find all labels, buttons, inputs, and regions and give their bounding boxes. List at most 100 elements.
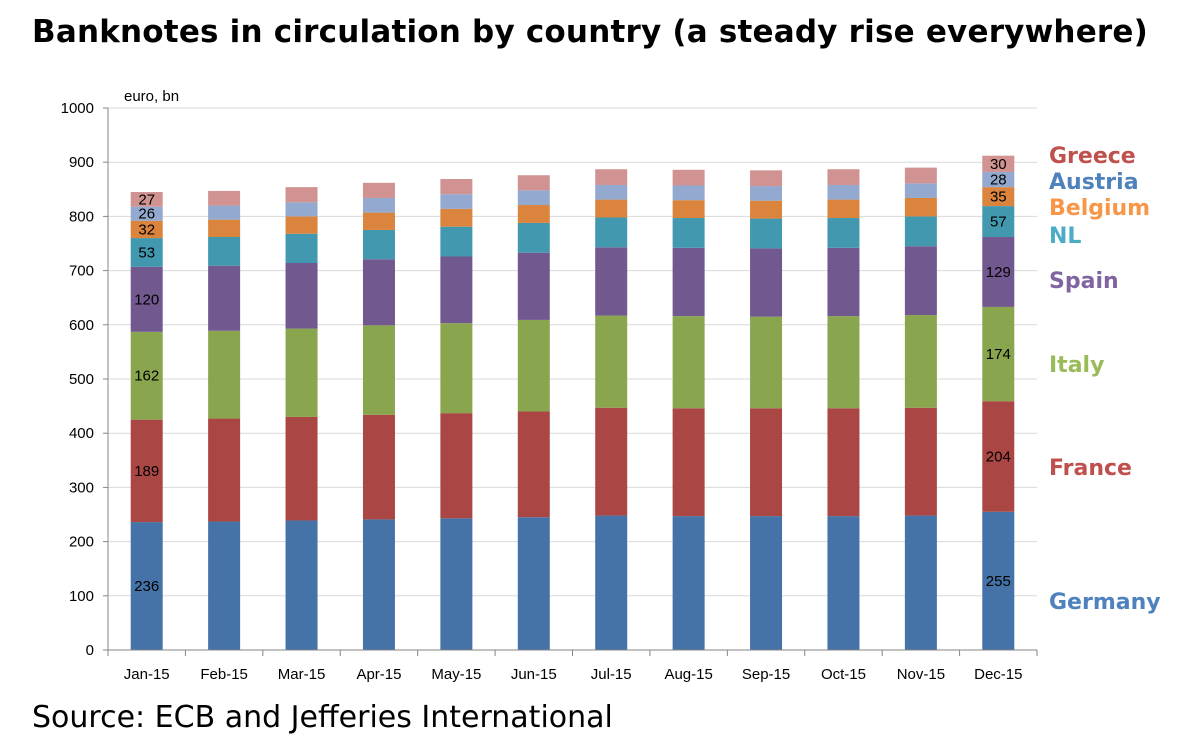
x-tick-label: Oct-15 — [821, 666, 866, 683]
data-label-italy: 162 — [134, 368, 159, 385]
x-tick-label: May-15 — [431, 666, 481, 683]
x-tick-label: Nov-15 — [897, 666, 945, 683]
bar-segment-greece — [208, 190, 241, 206]
bar-segment-greece — [285, 187, 318, 203]
bar-segment-france — [750, 408, 783, 517]
y-tick-label: 200 — [69, 534, 94, 551]
chart-title: Banknotes in circulation by country (a s… — [32, 14, 1149, 50]
bar-segment-spain — [750, 248, 783, 317]
legend-item-germany: Germany — [1049, 590, 1161, 615]
legend-item-belgium: Belgium — [1049, 196, 1150, 221]
bar-segment-france — [672, 408, 705, 517]
bar-segment-austria — [208, 205, 241, 220]
bar-segment-belgium — [440, 208, 473, 227]
bar-segment-nl — [285, 233, 318, 264]
bar-segment-greece — [595, 169, 628, 185]
bar-segment-nl — [517, 222, 550, 253]
bar-segment-germany — [517, 517, 550, 650]
bar-segment-nl — [208, 236, 241, 266]
bar-segment-greece — [827, 169, 860, 185]
bar-segment-france — [362, 414, 395, 520]
bar-segment-germany — [904, 515, 937, 650]
bar-segment-austria — [362, 197, 395, 213]
bar-segment-austria — [595, 184, 628, 200]
data-label-belgium: 35 — [990, 189, 1007, 206]
y-tick-label: 900 — [69, 154, 94, 171]
x-tick-label: Feb-15 — [200, 666, 248, 683]
bar-segment-belgium — [130, 220, 163, 239]
legend-item-italy: Italy — [1049, 353, 1104, 378]
bar-segment-spain — [285, 263, 318, 329]
x-tick-label: Sep-15 — [742, 666, 790, 683]
bar-segment-belgium — [362, 212, 395, 230]
bar-segment-france — [208, 418, 241, 522]
bar-segment-austria — [827, 184, 860, 200]
bar-segment-belgium — [208, 219, 241, 237]
bar-segment-italy — [517, 319, 550, 412]
bar-segment-spain — [595, 247, 628, 316]
bar-segment-italy — [208, 330, 241, 419]
data-label-france: 204 — [986, 449, 1011, 466]
stacked-bar-chart: 0 100 200 300 400 500 600 700 800 900 1000 Jan-15 Fe… — [61, 88, 1161, 683]
bar-segment-france — [517, 411, 550, 518]
bar-segment-nl — [750, 218, 783, 249]
axes: 0 100 200 300 400 500 600 700 800 900 1000 Jan-15 Fe… — [61, 100, 1038, 683]
bar-segment-france — [595, 407, 628, 516]
gridlines — [108, 107, 1037, 651]
bar-segment-spain — [130, 266, 163, 332]
bar-segment-germany — [672, 516, 705, 650]
x-tick-label: Mar-15 — [278, 666, 326, 683]
bar-segment-italy — [904, 315, 937, 408]
x-tick-label: Apr-15 — [356, 666, 401, 683]
bar-segment-germany — [362, 519, 395, 650]
bars — [130, 155, 1015, 650]
bar-segment-belgium — [517, 205, 550, 223]
y-tick-label: 700 — [69, 263, 94, 280]
x-tick-label: Jun-15 — [511, 666, 557, 683]
legend-item-greece: Greece — [1049, 144, 1136, 169]
source-note: Source: ECB and Jefferies International — [32, 700, 613, 735]
legend-item-nl: NL — [1049, 224, 1081, 249]
bar-segment-spain — [982, 236, 1015, 307]
bar-segment-austria — [750, 186, 783, 201]
data-label-nl: 53 — [138, 244, 155, 261]
data-label-austria: 28 — [990, 172, 1007, 189]
bar-segment-spain — [517, 252, 550, 320]
bar-segment-nl — [827, 218, 860, 248]
legend-item-austria: Austria — [1049, 170, 1139, 195]
bar-segment-france — [440, 413, 473, 519]
bar-segment-nl — [362, 229, 395, 260]
bar-segment-greece — [750, 170, 783, 187]
bar-segment-austria — [130, 206, 163, 221]
bar-segment-greece — [672, 169, 705, 186]
bar-segment-greece — [440, 179, 473, 195]
bar-segment-germany — [285, 520, 318, 650]
bar-segment-nl — [440, 226, 473, 257]
bar-segment-italy — [285, 328, 318, 417]
bar-segment-italy — [827, 316, 860, 409]
bar-segment-greece — [904, 167, 937, 184]
y-tick-label: 800 — [69, 208, 94, 225]
y-tick-label: 500 — [69, 371, 94, 388]
data-label-greece: 30 — [990, 156, 1007, 173]
y-axis-label: euro, bn — [124, 88, 179, 105]
legend-item-spain: Spain — [1049, 269, 1119, 294]
bar-segment-austria — [904, 183, 937, 198]
data-label-belgium: 32 — [138, 221, 155, 238]
bar-segment-austria — [982, 171, 1015, 188]
bar-segment-belgium — [285, 216, 318, 234]
bar-segment-belgium — [904, 197, 937, 217]
bar-segment-italy — [362, 325, 395, 415]
bar-segment-greece — [982, 155, 1015, 172]
bar-segment-italy — [982, 306, 1015, 402]
x-tick-label: Dec-15 — [974, 666, 1022, 683]
data-label-nl: 57 — [990, 214, 1007, 231]
bar-segment-germany — [595, 515, 628, 650]
bar-segment-spain — [827, 247, 860, 317]
bar-segment-italy — [130, 331, 163, 420]
bar-segment-spain — [440, 256, 473, 324]
data-label-spain: 120 — [134, 291, 159, 308]
bar-segment-spain — [672, 247, 705, 317]
bar-segment-spain — [208, 265, 241, 331]
